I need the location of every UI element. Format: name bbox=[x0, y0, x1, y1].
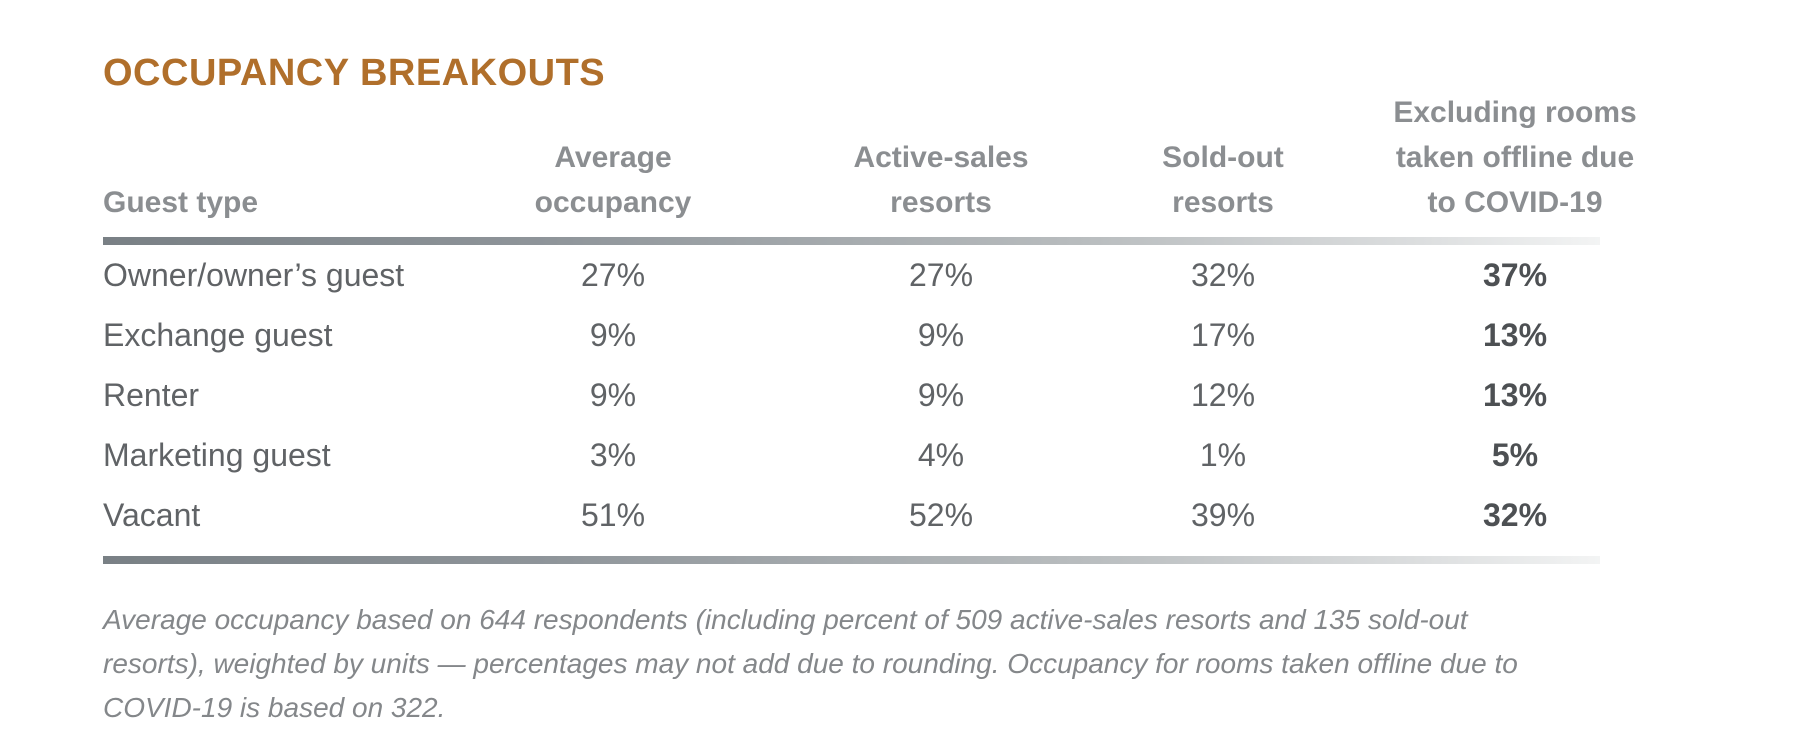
table-row: Vacant 51% 52% 39% 32% bbox=[103, 485, 1725, 545]
guest-type-cell: Owner/owner’s guest bbox=[103, 256, 405, 293]
excluding-offline-cell: 13% bbox=[1482, 316, 1548, 353]
sold-out-cell: 39% bbox=[1190, 496, 1256, 533]
sold-out-cell: 12% bbox=[1190, 376, 1256, 413]
active-sales-cell: 52% bbox=[908, 496, 974, 533]
column-header-average-occupancy: Average occupancy bbox=[534, 141, 692, 219]
excluding-offline-cell: 13% bbox=[1482, 376, 1548, 413]
table-row: Renter 9% 9% 12% 13% bbox=[103, 365, 1725, 425]
active-sales-cell: 9% bbox=[917, 376, 965, 413]
excluding-offline-cell: 5% bbox=[1491, 436, 1539, 473]
table-row: Exchange guest 9% 9% 17% 13% bbox=[103, 305, 1725, 365]
active-sales-cell: 4% bbox=[917, 436, 965, 473]
active-sales-cell: 27% bbox=[908, 256, 974, 293]
excluding-offline-cell: 32% bbox=[1482, 496, 1548, 533]
table-footnote: Average occupancy based on 644 responden… bbox=[103, 604, 1518, 724]
column-header-active-sales-resorts: Active-sales resorts bbox=[853, 141, 1029, 219]
column-header-guest-type: Guest type bbox=[103, 186, 259, 219]
guest-type-cell: Exchange guest bbox=[103, 316, 333, 353]
guest-type-cell: Renter bbox=[103, 376, 200, 413]
occupancy-table: Guest type Average occupancy Active-sale… bbox=[103, 86, 1725, 564]
header-divider-rule bbox=[103, 237, 1600, 245]
guest-type-cell: Marketing guest bbox=[103, 436, 331, 473]
sold-out-cell: 32% bbox=[1190, 256, 1256, 293]
average-occupancy-cell: 3% bbox=[589, 436, 637, 473]
average-occupancy-cell: 27% bbox=[580, 256, 646, 293]
table-row: Owner/owner’s guest 27% 27% 32% 37% bbox=[103, 245, 1725, 305]
column-header-sold-out-resorts: Sold-out resorts bbox=[1162, 141, 1284, 219]
guest-type-cell: Vacant bbox=[103, 496, 201, 533]
average-occupancy-cell: 51% bbox=[580, 496, 646, 533]
sold-out-cell: 1% bbox=[1199, 436, 1247, 473]
column-header-excluding-offline-rooms: Excluding rooms taken offline due to COV… bbox=[1393, 96, 1637, 219]
table-header-row: Guest type Average occupancy Active-sale… bbox=[103, 86, 1725, 237]
active-sales-cell: 9% bbox=[917, 316, 965, 353]
table-row: Marketing guest 3% 4% 1% 5% bbox=[103, 425, 1725, 485]
sold-out-cell: 17% bbox=[1190, 316, 1256, 353]
footer-divider-rule bbox=[103, 556, 1600, 564]
excluding-offline-cell: 37% bbox=[1482, 256, 1548, 293]
page-title: OCCUPANCY BREAKOUTS bbox=[103, 52, 606, 94]
average-occupancy-cell: 9% bbox=[589, 376, 637, 413]
average-occupancy-cell: 9% bbox=[589, 316, 637, 353]
